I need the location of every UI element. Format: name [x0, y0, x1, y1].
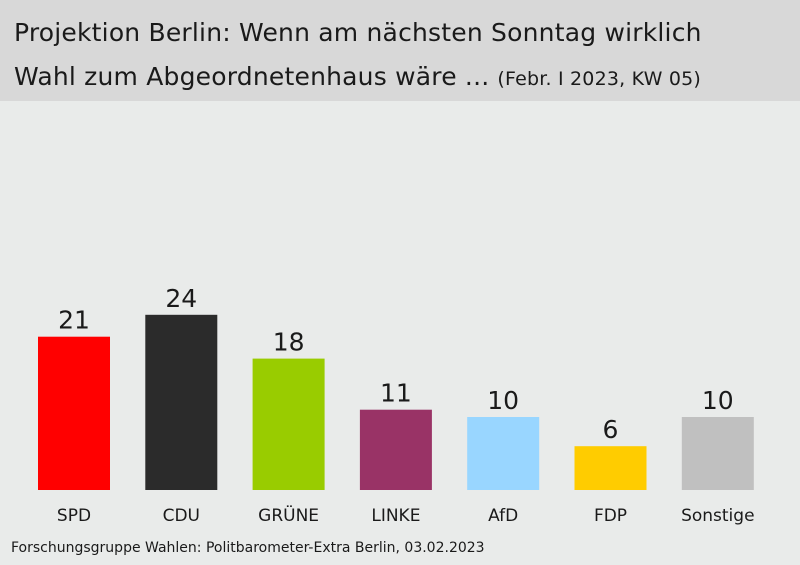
category-label-spd: SPD — [57, 506, 91, 526]
category-label-sonstige: Sonstige — [681, 506, 754, 526]
value-label-sonstige: 10 — [702, 386, 734, 415]
bar-gr-ne — [252, 358, 325, 490]
bar-spd — [38, 336, 110, 490]
value-label-linke: 11 — [380, 379, 412, 408]
value-label-spd: 21 — [58, 306, 90, 335]
bar-afd — [467, 417, 540, 490]
bar-fdp — [574, 446, 647, 490]
bar-cdu — [145, 314, 218, 490]
value-label-fdp: 6 — [603, 415, 619, 444]
value-label-afd: 10 — [487, 386, 519, 415]
category-label-fdp: FDP — [594, 506, 627, 526]
bar-linke — [359, 409, 432, 490]
category-label-linke: LINKE — [371, 506, 420, 526]
category-label-cdu: CDU — [163, 506, 200, 526]
category-label-afd: AfD — [488, 506, 518, 526]
chart-title-line-2-text: Wahl zum Abgeordnetenhaus wäre ... — [14, 62, 490, 91]
category-label-gr-ne: GRÜNE — [258, 504, 319, 526]
chart-subtitle: (Febr. I 2023, KW 05) — [497, 68, 702, 90]
value-label-cdu: 24 — [165, 284, 197, 313]
chart-title-line-2: Wahl zum Abgeordnetenhaus wäre ... (Febr.… — [14, 62, 701, 91]
bar-chart: 21 SPD 24 CDU 18 GRÜNE 11 LINKE 10 AfD 6 FDP 10 Sonst… — [38, 284, 755, 526]
source-note: Forschungsgruppe Wahlen: Politbarometer-… — [11, 540, 485, 556]
chart-title-line-1: Projektion Berlin: Wenn am nächsten Sonn… — [14, 18, 702, 47]
bar-sonstige — [681, 417, 754, 490]
chart-header: Projektion Berlin: Wenn am nächsten Sonn… — [0, 0, 800, 101]
value-label-gr-ne: 18 — [273, 328, 305, 357]
